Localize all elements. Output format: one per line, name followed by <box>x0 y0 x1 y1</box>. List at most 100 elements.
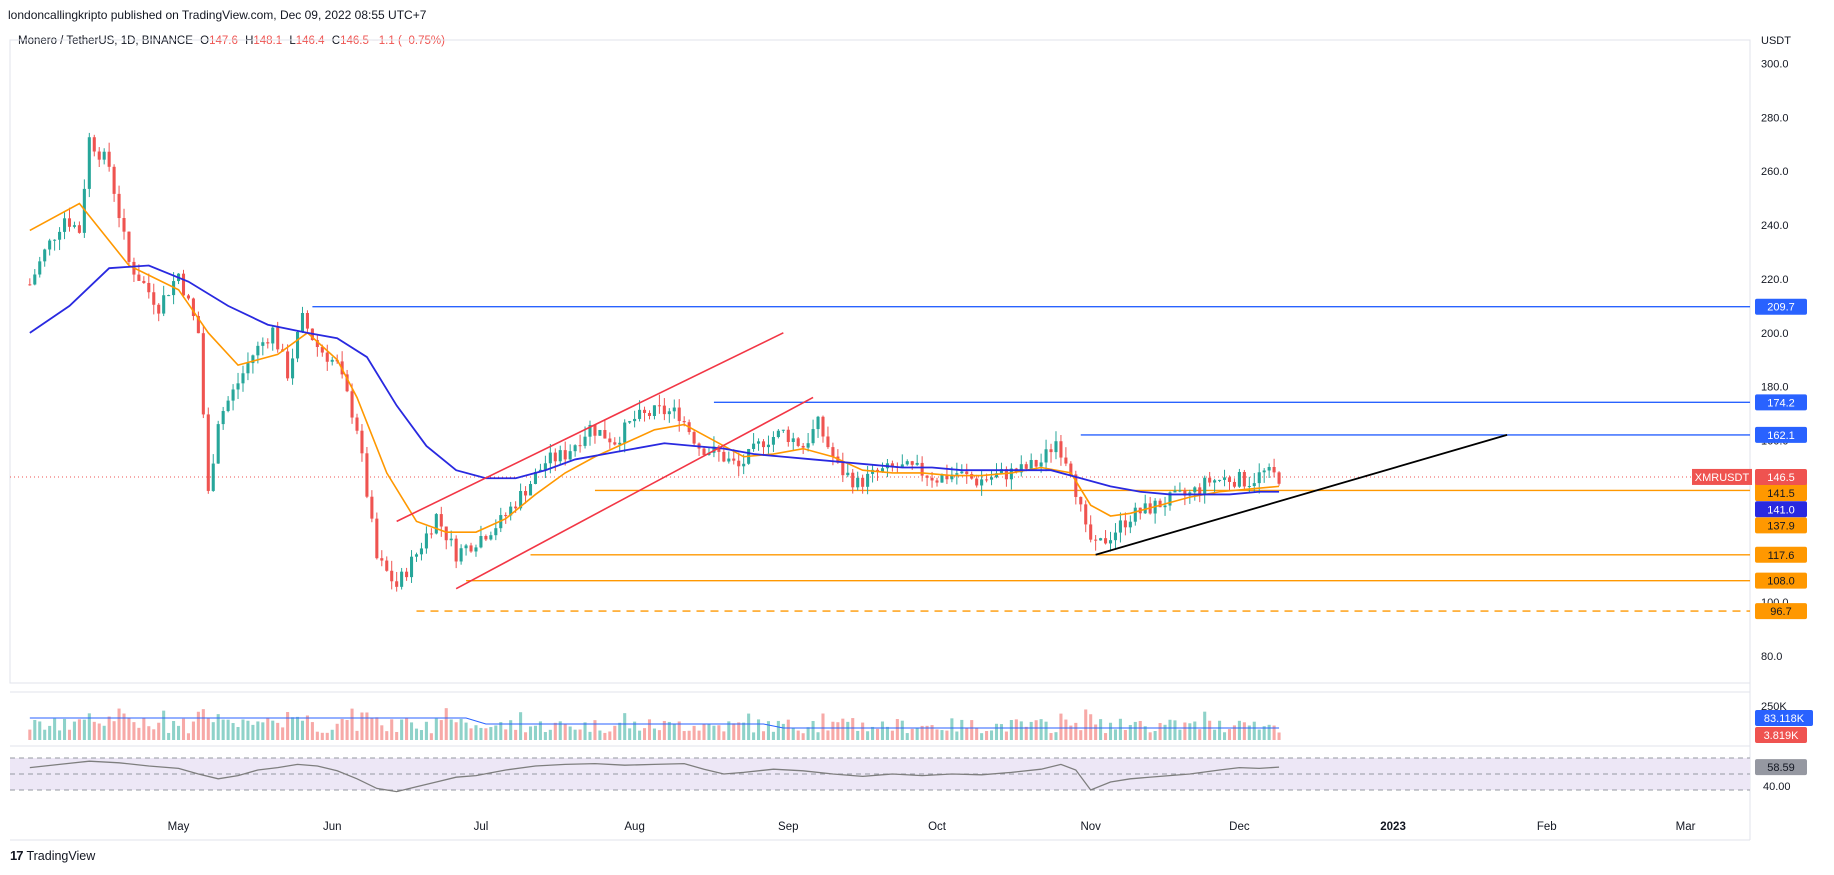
volume-bar <box>905 733 909 740</box>
volume-bar <box>1277 732 1281 740</box>
volume-bar <box>776 720 780 740</box>
candle-body <box>955 473 959 475</box>
candle-body <box>915 462 919 465</box>
volume-bar <box>657 730 661 740</box>
candle-body <box>1163 505 1167 508</box>
volume-bar <box>598 730 602 740</box>
candle-body <box>266 342 270 344</box>
candle-body <box>231 389 235 401</box>
volume-bar <box>1153 730 1157 740</box>
candle-body <box>573 445 577 452</box>
candle-body <box>206 414 210 491</box>
candle-body <box>1044 449 1048 463</box>
candle-body <box>216 424 220 464</box>
volume-bar <box>350 708 354 740</box>
candle-body <box>325 352 329 362</box>
candle-body <box>107 151 111 167</box>
candle-body <box>1024 464 1028 469</box>
volume-bar <box>1019 721 1023 740</box>
volume-bar <box>1104 733 1108 740</box>
candle-body <box>370 496 374 519</box>
candle-body <box>196 316 200 334</box>
candle-body <box>77 225 81 233</box>
volume-bar <box>1014 719 1018 740</box>
price-tag-value: 141.5 <box>1767 488 1795 500</box>
candle-body <box>890 463 894 467</box>
volume-bar <box>152 729 156 740</box>
candle-body <box>375 518 379 559</box>
volume-bar <box>895 719 899 740</box>
volume-bar <box>628 728 632 740</box>
price-axis[interactable]: 300.0280.0260.0240.0220.0200.0180.0160.0… <box>1761 35 1791 793</box>
price-tag-bg <box>1755 501 1807 518</box>
volume-bar <box>335 723 339 740</box>
volume-bar <box>885 726 889 740</box>
candle-body <box>945 475 949 480</box>
candle-body <box>479 536 483 548</box>
volume-tag-value: 83.118K <box>1764 713 1805 725</box>
candle-body <box>489 535 493 540</box>
volume-bar <box>400 719 404 740</box>
volume-bar <box>623 713 627 740</box>
candle-body <box>211 463 215 491</box>
time-tick-label: Nov <box>1080 821 1101 833</box>
price-tick-label: 240.0 <box>1761 220 1789 232</box>
volume-bar <box>295 716 300 740</box>
level-tag-label: 174.2 <box>1767 397 1795 409</box>
candle-body <box>558 450 562 462</box>
volume-bar <box>1257 729 1261 740</box>
candle-body <box>1222 477 1227 480</box>
volume-bar <box>1193 721 1197 740</box>
volume-bar <box>766 721 770 740</box>
candle-body <box>1094 539 1098 541</box>
candle-body <box>960 471 964 474</box>
volume-bar <box>102 725 106 740</box>
volume-bar <box>524 732 528 740</box>
volume-bar <box>573 729 577 740</box>
candle-body <box>1277 472 1281 484</box>
volume-bar <box>1128 724 1132 740</box>
volume-bar <box>652 728 656 740</box>
volume-bar <box>355 730 359 740</box>
candle-body <box>117 193 121 219</box>
candle-body <box>102 151 106 160</box>
candle-body <box>786 429 790 443</box>
close-label: C <box>331 35 341 47</box>
candle-body <box>320 347 324 353</box>
price-tick-label: 280.0 <box>1761 112 1789 124</box>
volume-bar <box>519 712 523 740</box>
candle-body <box>295 331 300 359</box>
candle-body <box>241 373 245 384</box>
volume-bar <box>117 708 121 740</box>
candle-body <box>1143 503 1147 514</box>
footer: 17 TradingView <box>10 848 95 863</box>
candle-body <box>1232 481 1236 487</box>
volume-bar <box>1084 709 1088 740</box>
time-axis[interactable]: May Jun Jul Aug Sep Oct Nov Dec 2023 Feb Mar <box>168 821 1696 833</box>
time-tick-label: Jul <box>474 821 489 833</box>
candle-body <box>722 451 726 462</box>
candle-body <box>623 422 627 443</box>
volume-bar <box>1009 719 1013 740</box>
candle-body <box>1218 479 1222 481</box>
volume-bar <box>1064 719 1068 740</box>
candle-body <box>286 351 290 379</box>
candle-body <box>737 460 741 467</box>
price-tick-label: 300.0 <box>1761 58 1789 70</box>
candle-body <box>355 417 359 431</box>
candle-body <box>950 474 954 480</box>
volume-bar <box>994 723 999 740</box>
candle-body <box>742 463 746 467</box>
volume-bar <box>1123 729 1127 740</box>
candle-body <box>846 472 850 476</box>
candle-body <box>1168 492 1172 506</box>
candle-body <box>519 490 523 509</box>
candle-body <box>454 538 458 562</box>
footer-brand: TradingView <box>26 848 96 863</box>
level-tag-label: 162.1 <box>1767 430 1795 442</box>
volume-bar <box>191 721 195 740</box>
candle-body <box>1099 538 1103 541</box>
channel-line <box>396 332 784 523</box>
channel-line <box>455 396 814 590</box>
